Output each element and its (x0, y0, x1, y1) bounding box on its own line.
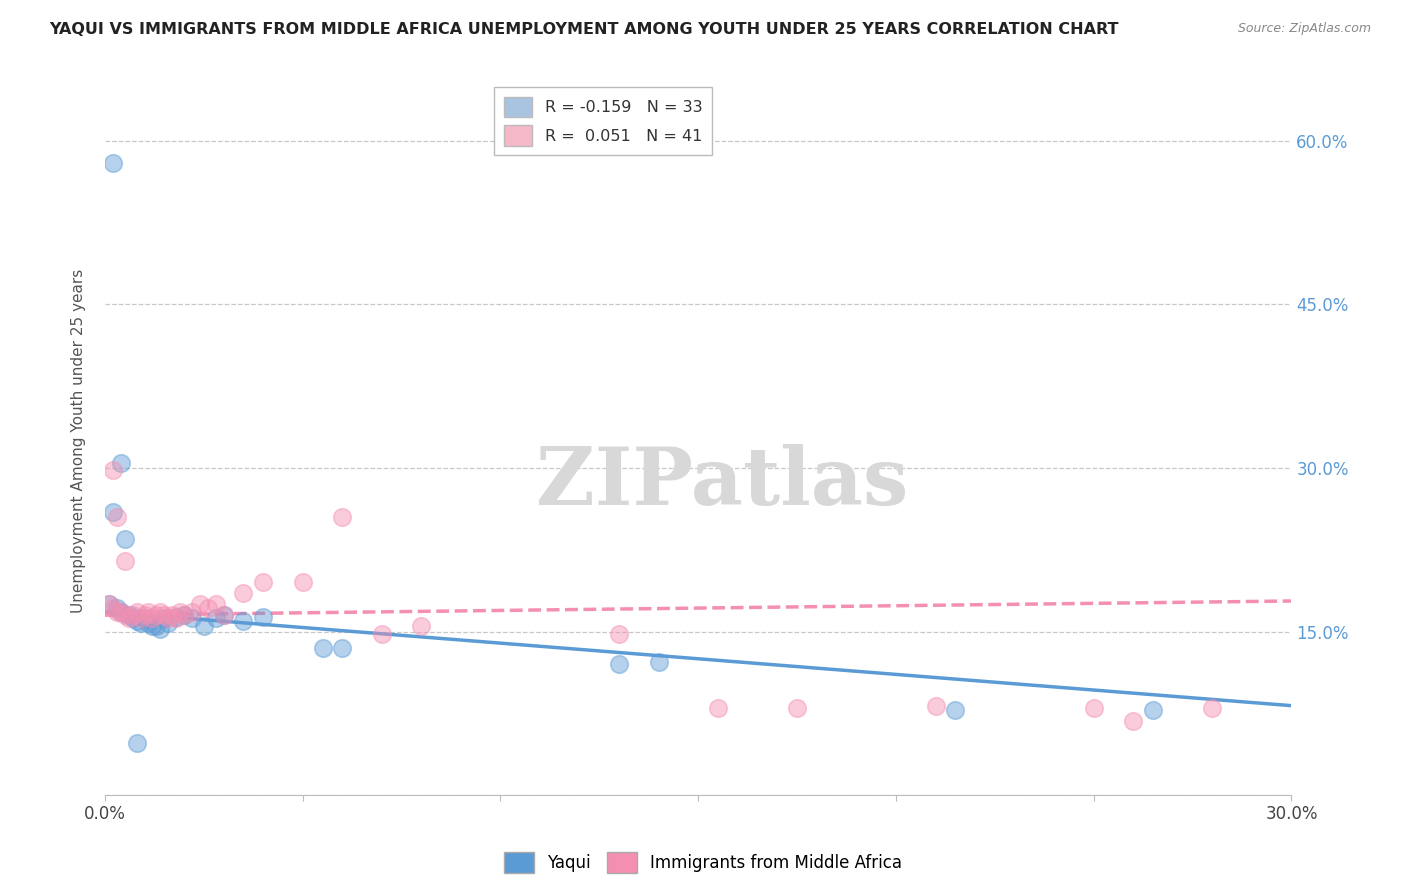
Point (173, 608, 195, 623)
Point (232, 586, 254, 600)
Point (134, 608, 156, 623)
Point (197, 600, 219, 615)
Point (97, 597, 120, 611)
Point (101, 505, 124, 519)
Point (145, 619, 167, 633)
Point (193, 619, 215, 633)
Point (943, 703, 966, 717)
Text: YAQUI VS IMMIGRANTS FROM MIDDLE AFRICA UNEMPLOYMENT AMONG YOUTH UNDER 25 YEARS C: YAQUI VS IMMIGRANTS FROM MIDDLE AFRICA U… (49, 22, 1119, 37)
Legend: Yaqui, Immigrants from Middle Africa: Yaqui, Immigrants from Middle Africa (496, 846, 910, 880)
Point (371, 626, 394, 640)
Point (114, 608, 136, 623)
Point (169, 605, 191, 619)
Point (138, 615, 160, 630)
Point (118, 608, 141, 623)
Point (204, 611, 226, 625)
Point (149, 623, 172, 637)
Point (311, 640, 333, 655)
Point (141, 611, 163, 625)
Point (411, 619, 433, 633)
Point (212, 608, 235, 623)
Point (291, 575, 314, 590)
Point (181, 611, 204, 625)
Point (121, 611, 143, 625)
Point (118, 611, 141, 625)
Text: Source: ZipAtlas.com: Source: ZipAtlas.com (1237, 22, 1371, 36)
Point (607, 657, 630, 672)
Point (160, 608, 183, 623)
Point (786, 701, 808, 715)
Point (105, 510, 128, 524)
Point (212, 608, 235, 623)
Point (110, 605, 132, 619)
Legend: R = -0.159   N = 33, R =  0.051   N = 41: R = -0.159 N = 33, R = 0.051 N = 41 (494, 87, 713, 155)
Point (129, 615, 152, 630)
Point (153, 611, 176, 625)
Point (1122, 714, 1144, 728)
Point (101, 155, 124, 169)
Point (129, 611, 152, 625)
Point (1201, 701, 1223, 715)
Point (1142, 703, 1164, 717)
Point (165, 610, 187, 624)
Y-axis label: Unemployment Among Youth under 25 years: Unemployment Among Youth under 25 years (72, 268, 86, 613)
Point (138, 605, 160, 619)
Point (149, 605, 172, 619)
Point (121, 608, 143, 623)
Point (105, 600, 128, 615)
Point (330, 640, 353, 655)
Point (924, 698, 946, 713)
Point (252, 610, 274, 624)
Point (101, 463, 124, 477)
Point (165, 611, 187, 625)
Point (110, 456, 132, 470)
Text: ZIPatlas: ZIPatlas (536, 444, 908, 522)
Point (101, 600, 124, 615)
Point (252, 575, 274, 590)
Point (153, 608, 176, 623)
Point (173, 608, 195, 623)
Point (114, 554, 136, 568)
Point (1083, 701, 1105, 715)
Point (134, 611, 156, 625)
Point (105, 605, 128, 619)
Point (157, 611, 180, 625)
Point (181, 605, 204, 619)
Point (232, 614, 254, 628)
Point (114, 532, 136, 546)
Point (647, 655, 669, 669)
Point (204, 597, 226, 611)
Point (145, 608, 167, 623)
Point (157, 615, 180, 630)
Point (141, 619, 163, 633)
Point (125, 736, 148, 750)
Point (97, 597, 120, 611)
Point (125, 614, 148, 628)
Point (110, 605, 132, 619)
Point (125, 605, 148, 619)
Point (330, 510, 353, 524)
Point (607, 626, 630, 640)
Point (707, 701, 730, 715)
Point (188, 597, 211, 611)
